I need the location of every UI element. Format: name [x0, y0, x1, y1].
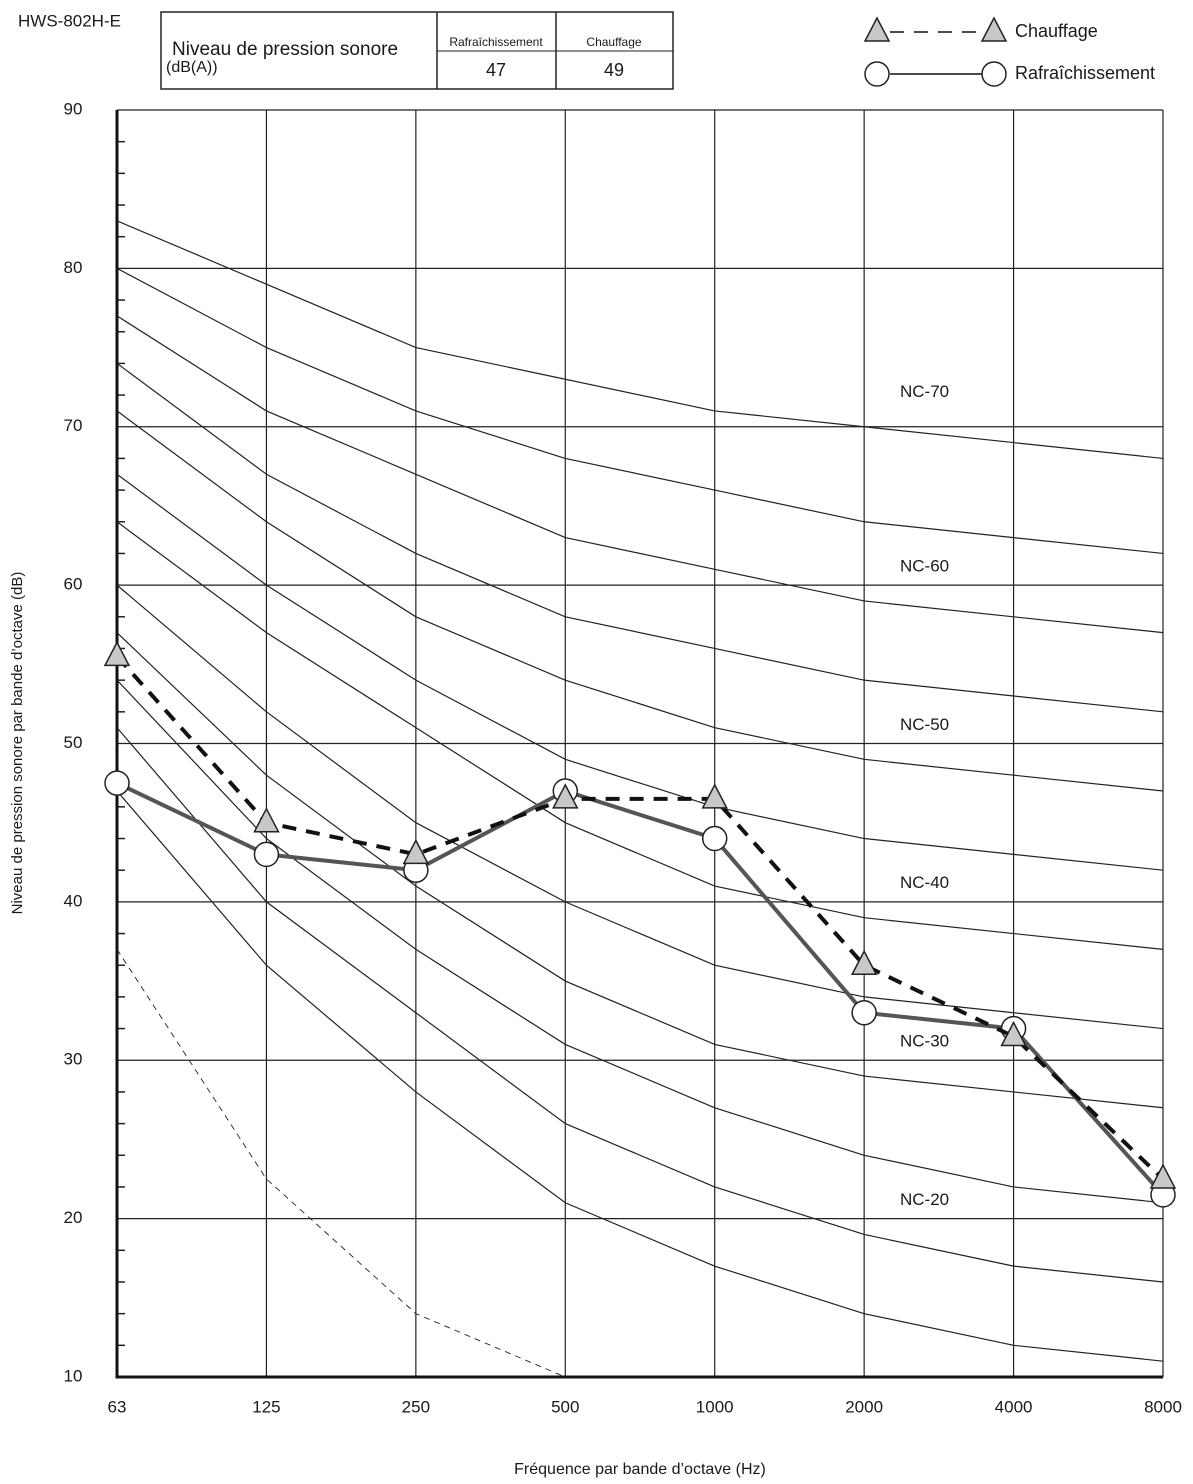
legend-marker: [863, 16, 891, 42]
legend-marker: [864, 61, 890, 87]
table-value: 49: [604, 60, 624, 80]
marker: [402, 838, 430, 865]
marker: [701, 783, 728, 809]
nc-curve: [116, 315, 1164, 634]
x-tick-label: 8000: [1144, 1397, 1182, 1416]
legend-marker: [981, 61, 1007, 87]
y-tick-label: 10: [64, 1366, 83, 1385]
y-tick-label: 40: [64, 891, 83, 910]
x-tick-label: 250: [402, 1397, 430, 1416]
x-tick-label: 1000: [696, 1397, 734, 1416]
nc-curve: [116, 679, 1164, 1204]
legend-label: Chauffage: [1015, 21, 1098, 41]
nc-curve: [116, 220, 1164, 460]
x-tick-label: 500: [551, 1397, 579, 1416]
nc-curve: [116, 473, 1164, 871]
table-label: (dB(A)): [166, 59, 218, 76]
nc-curve: [116, 790, 1164, 1362]
nc-label: NC-60: [900, 556, 949, 575]
marker: [850, 949, 878, 975]
y-tick-label: 70: [64, 416, 83, 435]
nc-curve: [116, 521, 1164, 950]
table-header: Chauffage: [586, 35, 641, 49]
series-line: [116, 781, 1165, 1197]
nc-curve: [116, 410, 1164, 792]
nc-label: NC-70: [900, 382, 949, 401]
y-tick-label: 90: [64, 99, 83, 118]
x-tick-label: 63: [108, 1397, 127, 1416]
series-line: [115, 655, 1165, 1181]
legend-label: Rafraîchissement: [1015, 63, 1155, 83]
threshold-curve: [116, 949, 566, 1378]
nc-curve: [116, 362, 1164, 713]
x-tick-label: 125: [252, 1397, 280, 1416]
marker: [851, 999, 877, 1026]
marker: [1149, 1163, 1177, 1189]
model-label: HWS-802H-E: [18, 11, 121, 30]
nc-curve: [116, 632, 1164, 1109]
x-tick-label: 4000: [995, 1397, 1033, 1416]
nc-curve: [116, 267, 1164, 555]
y-tick-label: 20: [64, 1208, 83, 1227]
y-tick-label: 30: [64, 1050, 83, 1069]
marker: [552, 783, 579, 809]
x-tick-label: 2000: [845, 1397, 883, 1416]
x-axis-label: Fréquence par bande d’octave (Hz): [514, 1461, 766, 1478]
marker: [253, 841, 280, 868]
y-tick-label: 80: [64, 258, 83, 277]
marker: [1000, 1020, 1027, 1047]
nc-curve: [116, 584, 1164, 1030]
nc-curve: [116, 727, 1164, 1283]
y-tick-label: 60: [64, 575, 83, 594]
y-tick-label: 50: [64, 733, 83, 752]
nc-label: NC-20: [900, 1190, 949, 1209]
nc-label: NC-40: [900, 873, 949, 892]
table-value: 47: [486, 60, 506, 80]
nc-label: NC-30: [900, 1032, 949, 1051]
legend-marker: [980, 16, 1008, 42]
y-axis-label: Niveau de pression sonore par bande d’oc…: [9, 572, 26, 915]
marker: [103, 640, 131, 667]
marker: [701, 825, 728, 852]
table-header: Rafraîchissement: [449, 35, 543, 49]
nc-label: NC-50: [900, 715, 949, 734]
marker: [104, 770, 130, 796]
table-label: Niveau de pression sonore: [172, 39, 398, 60]
marker: [253, 807, 280, 833]
